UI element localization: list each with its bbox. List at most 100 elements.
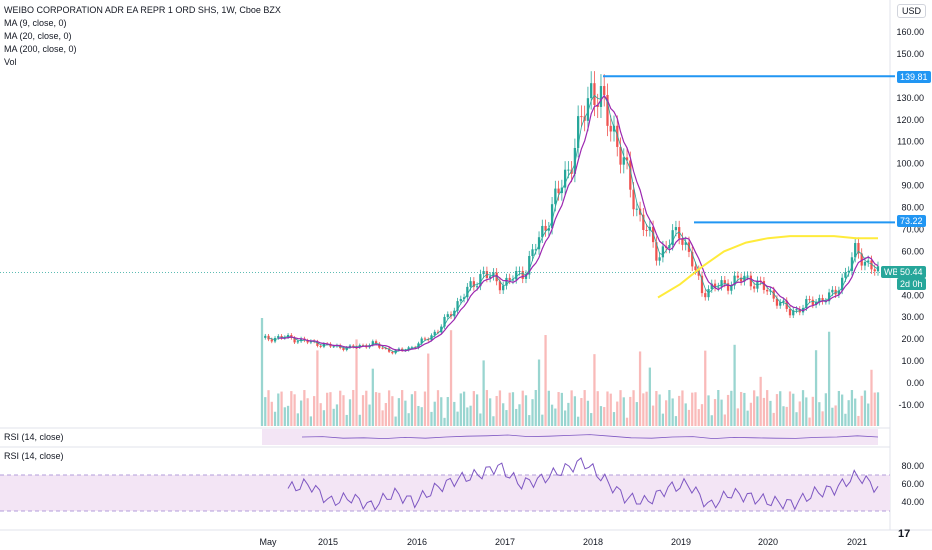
tradingview-logo[interactable]: 17 <box>898 528 911 540</box>
candle-body <box>599 86 603 107</box>
volume-bar <box>518 404 521 426</box>
volume-bar <box>423 391 427 426</box>
candle-body <box>603 86 606 95</box>
volume-bar <box>433 401 436 426</box>
candle-body <box>479 274 482 287</box>
candle-body <box>332 346 335 348</box>
volume-bar <box>704 350 707 426</box>
volume-bar <box>863 390 867 426</box>
volume-bar <box>358 414 361 426</box>
candle-body <box>857 243 860 254</box>
indicator-ma20[interactable]: MA (20, close, 0) <box>4 31 72 41</box>
volume-bar <box>622 397 625 426</box>
candle-body <box>792 310 795 316</box>
volume-bar <box>850 390 854 426</box>
volume-bar <box>749 402 753 426</box>
candle-body <box>316 341 319 346</box>
volume-bar <box>739 391 743 426</box>
candle-body <box>811 299 814 306</box>
price-axis-tick: 120.00 <box>896 115 924 125</box>
volume-bar <box>648 367 651 426</box>
volume-bar <box>824 393 827 426</box>
volume-bar <box>606 391 609 426</box>
volume-bar <box>805 397 808 426</box>
candle-body <box>475 286 479 288</box>
volume-bar <box>531 399 534 426</box>
price-axis-tick: 150.00 <box>896 49 924 59</box>
candle-body <box>511 279 515 281</box>
volume-bar <box>534 390 537 426</box>
volume-bar <box>841 394 844 426</box>
candle-body <box>534 249 537 251</box>
symbol-title[interactable]: WEIBO CORPORATION ADR EA REPR 1 ORD SHS,… <box>4 5 281 15</box>
volume-bar <box>769 400 772 426</box>
candle-body <box>733 275 736 286</box>
candle-body <box>440 326 443 333</box>
volume-bar <box>844 413 847 426</box>
volume-bar <box>837 390 841 426</box>
time-axis-label: 2015 <box>318 537 338 547</box>
candle-body <box>407 347 410 351</box>
volume-bar <box>414 391 417 426</box>
volume-bar <box>505 410 508 426</box>
candle-body <box>430 335 433 340</box>
rsi-collapsed-label[interactable]: RSI (14, close) <box>4 432 64 442</box>
volume-bar <box>440 397 443 426</box>
candle-body <box>681 238 684 245</box>
rsi-band <box>0 475 890 511</box>
volume-bar <box>684 403 687 426</box>
volume-bar <box>642 393 645 426</box>
volume-bar <box>573 396 577 426</box>
volume-bar <box>466 407 469 426</box>
volume-bar <box>286 405 290 426</box>
volume-bar <box>762 397 766 426</box>
volume-bar <box>384 403 387 426</box>
candle-body <box>684 242 687 245</box>
rsi-panel-label[interactable]: RSI (14, close) <box>4 451 64 461</box>
volume-bar <box>355 339 358 426</box>
currency-button[interactable]: USD <box>896 4 926 18</box>
candle-body <box>528 255 531 275</box>
indicator-ma200[interactable]: MA (200, close, 0) <box>4 44 77 54</box>
volume-bar <box>260 318 264 426</box>
candle-body <box>547 228 550 231</box>
volume-bar <box>586 400 590 426</box>
volume-bar <box>332 408 335 426</box>
volume-bar <box>847 400 850 426</box>
candle-body <box>436 331 440 333</box>
candle-body <box>632 189 635 210</box>
volume-bar <box>603 407 606 426</box>
volume-bar <box>772 412 775 426</box>
candle-body <box>831 289 834 293</box>
volume-bar <box>459 393 462 426</box>
candle-body <box>505 277 508 286</box>
candle-body <box>524 274 528 279</box>
candle-body <box>296 341 299 343</box>
candle-body <box>456 301 459 311</box>
volume-bar <box>671 398 674 426</box>
volume-bar <box>560 392 563 426</box>
candle-body <box>449 314 453 317</box>
volume-bar <box>736 408 739 426</box>
volume-bar <box>655 391 658 426</box>
volume-bar <box>570 390 573 426</box>
candle-body <box>772 290 775 299</box>
candle-body <box>508 277 511 280</box>
candle-body <box>795 309 798 311</box>
volume-bar <box>335 404 339 426</box>
candle-body <box>723 280 726 284</box>
volume-bar <box>674 416 678 426</box>
candle-body <box>596 104 599 107</box>
volume-bar <box>410 394 414 426</box>
volume-bar <box>270 401 273 426</box>
candle-body <box>371 341 374 346</box>
volume-bar <box>818 402 821 426</box>
candle-body <box>544 225 547 231</box>
volume-bar <box>521 390 524 426</box>
indicator-volume[interactable]: Vol <box>4 57 17 67</box>
candle-body <box>697 270 700 276</box>
indicator-ma9[interactable]: MA (9, close, 0) <box>4 18 67 28</box>
candle-body <box>433 331 436 336</box>
price-axis-tick: -10.00 <box>898 400 924 410</box>
